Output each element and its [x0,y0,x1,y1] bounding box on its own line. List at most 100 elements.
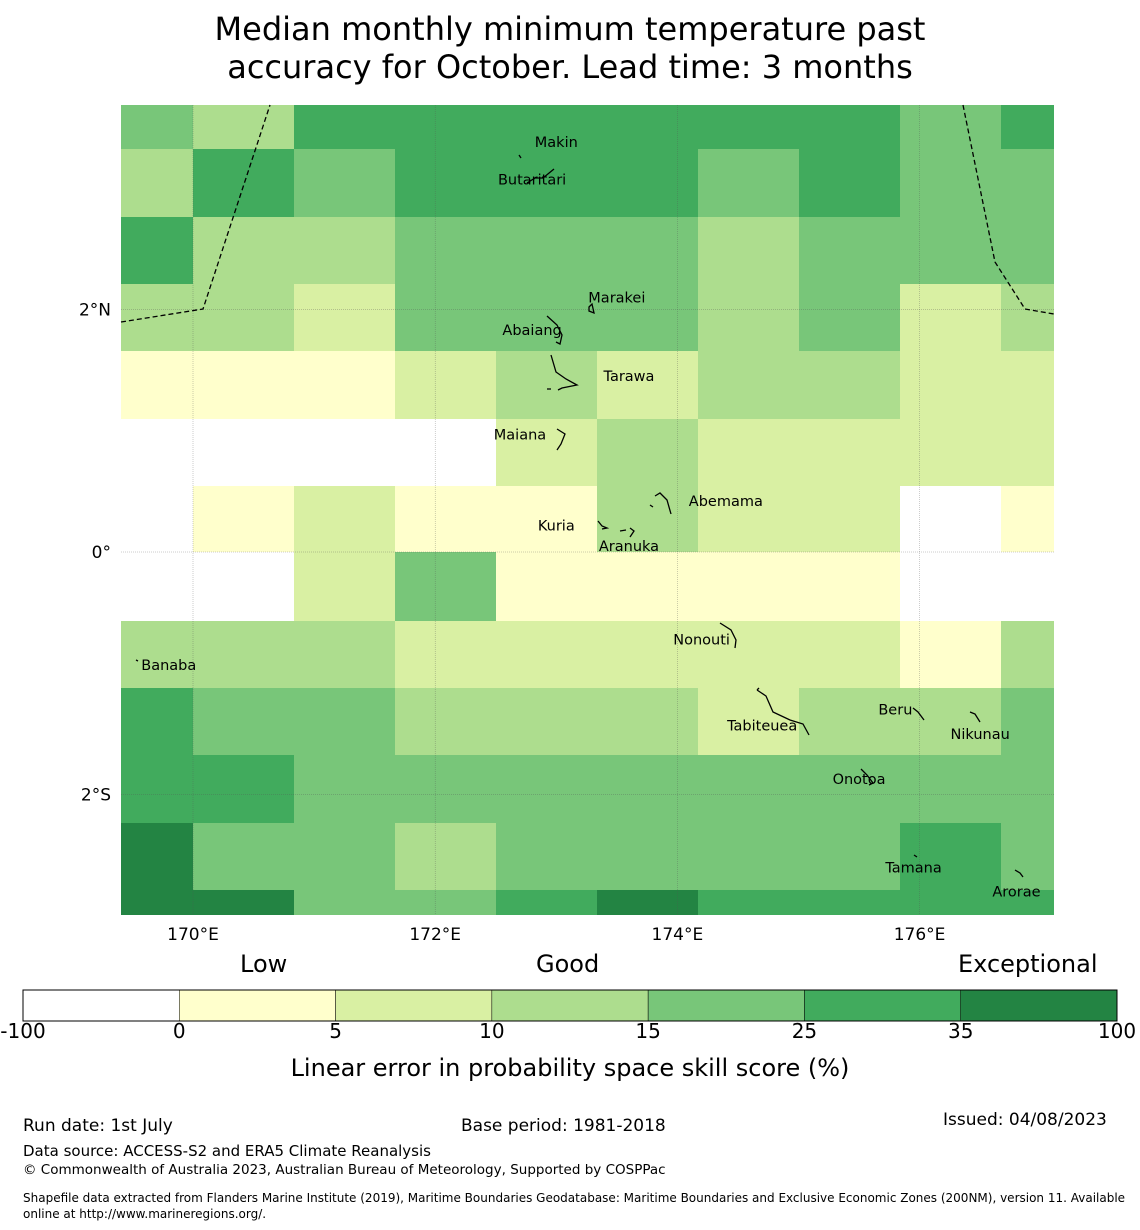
title-line-1: Median monthly minimum temperature past [214,10,926,48]
grid-cell [597,486,698,552]
eez-boundaries [120,104,1055,323]
grid-cell [597,284,698,351]
legend-tick-label: 15 [635,1019,660,1040]
island-label-butaritari: Butaritari [498,173,566,189]
grid-cell [1001,552,1054,621]
grid-cell [900,621,1001,688]
grid-cell [294,688,395,755]
grid-cell [900,105,1001,149]
island-labels: Makin Butaritari Marakei Abaiang Tarawa Maian… [141,135,1040,901]
grid-cell [597,621,698,688]
island-label-nonouti: Nonouti [673,632,730,648]
grid-cell [193,149,294,217]
grid-cell [121,105,193,149]
makin-outline [518,154,522,159]
island-label-aranuka: Aranuka [599,539,659,555]
grid-cell [121,621,193,688]
grid-cell [597,890,698,915]
onotoa-outline [860,768,874,786]
grid-cell [496,351,597,419]
chart-title: Median monthly minimum temperature past … [0,10,1140,86]
grid-cell [294,552,395,621]
grid-cell [597,419,698,486]
legend-swatch [335,989,493,1022]
grid-cell [294,217,395,284]
kuria-outline [597,520,610,530]
grid-cell [395,284,496,351]
grid-cell [799,823,900,890]
tabiteuea-outline [756,687,810,736]
butaritari-outline [526,168,555,184]
legend-category-good: Good [536,950,600,978]
legend-tick-label: 35 [948,1019,973,1040]
grid-cell [597,823,698,890]
grid-cell [1001,688,1054,755]
legend-category-exceptional: Exceptional [958,950,1098,978]
island-label-tabiteuea: Tabiteuea [726,718,797,734]
grid-cell [294,823,395,890]
abaiang-outline [546,315,563,345]
grid-cell [496,755,597,823]
grid-cell [1001,419,1054,486]
grid-cell [193,621,294,688]
grid-cell [121,890,193,915]
grid-cell [900,284,1001,351]
grid-cell [1001,351,1054,419]
grid-cell [294,105,395,149]
grid-cell [496,823,597,890]
grid-cell [121,284,193,351]
grid-cell [193,688,294,755]
grid-cell [597,755,698,823]
grid-cell [597,552,698,621]
legend-tick-label: 25 [792,1019,817,1040]
legend-tick-label: 5 [329,1019,342,1040]
legend-swatch [491,989,649,1022]
grid-cell [597,105,698,149]
grid-cell [900,217,1001,284]
island-label-kuria: Kuria [538,518,575,534]
grid-cell [496,419,597,486]
skill-grid-cells [121,105,1054,915]
island-label-abaiang: Abaiang [502,323,561,339]
grid-cell [193,284,294,351]
grid-cell [395,217,496,284]
island-label-beru: Beru [878,703,912,719]
grid-cell [799,688,900,755]
grid-cell [900,552,1001,621]
grid-cell [294,486,395,552]
longitude-tick-label: 170°E [167,925,219,945]
legend-swatch [179,989,336,1022]
longitude-tick-label: 172°E [409,925,461,945]
legend-swatch [22,989,180,1022]
grid-cell [294,890,395,915]
grid-cell [900,688,1001,755]
grid-cell [121,419,193,486]
eez-boundary-east [962,104,1055,315]
grid-cell [799,755,900,823]
island-label-abemama: Abemama [689,494,763,510]
grid-cell [496,890,597,915]
banaba-outline [135,659,139,662]
abemama-outline [649,492,672,515]
island-outlines [135,154,1024,878]
legend-category-low: Low [240,950,288,978]
eez-boundary-west [120,104,271,323]
tarawa-outline [547,354,579,391]
island-label-banaba: Banaba [141,658,196,674]
grid-cell [121,755,193,823]
grid-cell [193,419,294,486]
tamana-outline [913,854,918,858]
legend-swatch [647,989,805,1022]
grid-cell [698,351,799,419]
maiana-outline [556,428,566,451]
grid-cell [395,688,496,755]
grid-cell [1001,105,1054,149]
island-label-makin: Makin [535,135,578,151]
grid-cell [193,105,294,149]
island-label-tamana: Tamana [884,860,941,876]
grid-cell [496,217,597,284]
island-label-marakei: Marakei [588,290,645,306]
shapefile-credit-line-2: online at http://www.marineregions.org/. [23,1207,267,1221]
grid-cell [395,486,496,552]
grid-cell [496,552,597,621]
